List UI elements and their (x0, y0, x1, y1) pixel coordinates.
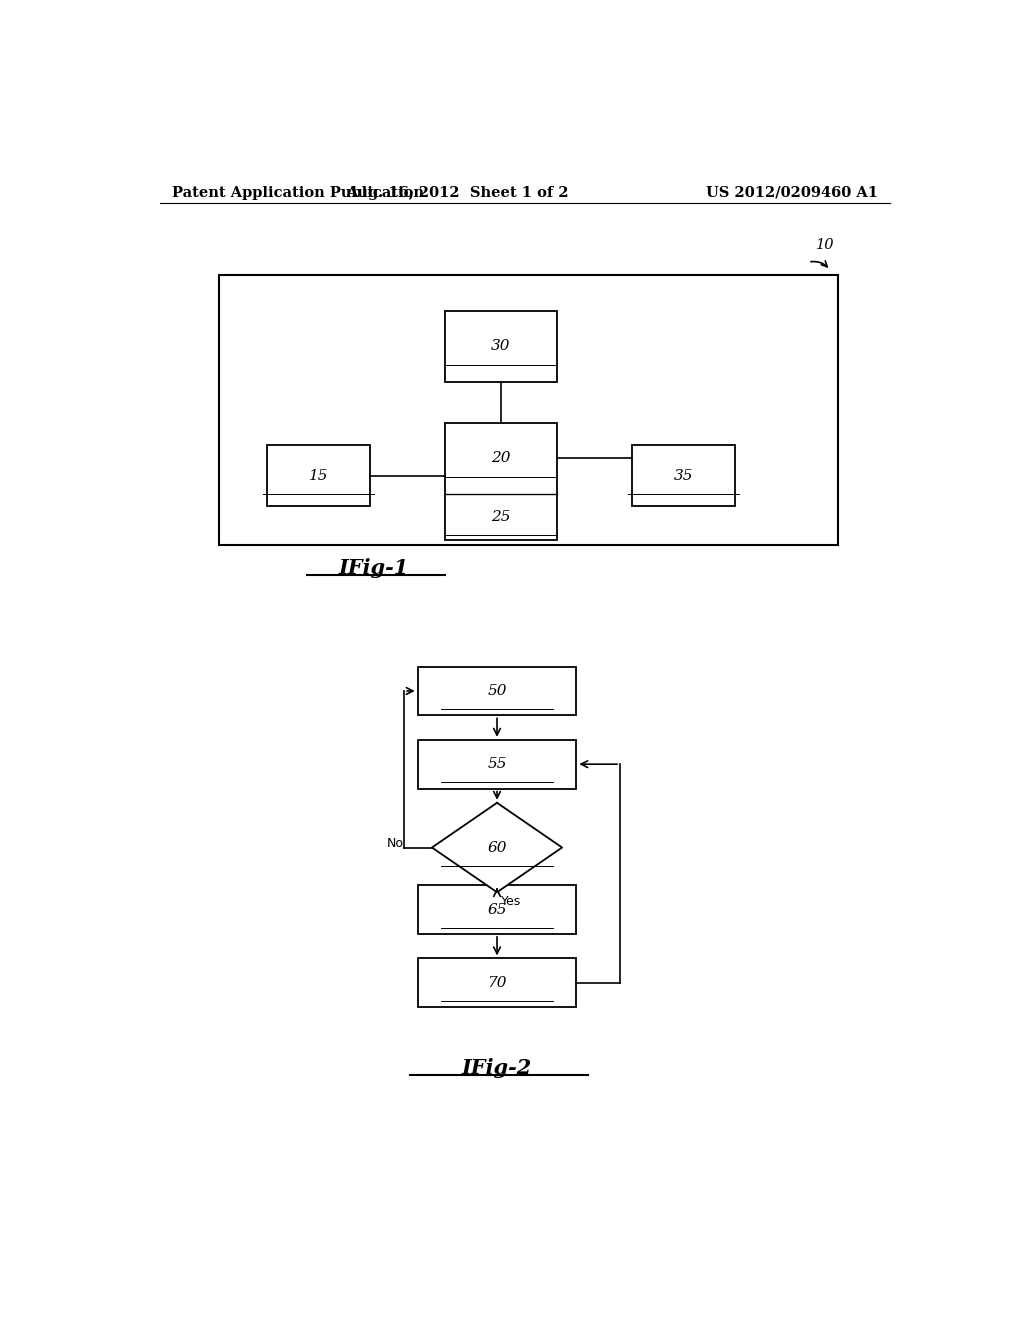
Text: 10: 10 (816, 238, 835, 252)
Text: 65: 65 (487, 903, 507, 916)
Bar (418, 739, 577, 788)
Text: Aug. 16, 2012  Sheet 1 of 2: Aug. 16, 2012 Sheet 1 of 2 (346, 186, 568, 199)
Bar (445, 422, 557, 540)
Bar (418, 958, 577, 1007)
Text: IFig-1: IFig-1 (339, 558, 410, 578)
Text: 25: 25 (492, 510, 511, 524)
Bar (418, 667, 577, 715)
Text: IFig-2: IFig-2 (462, 1059, 532, 1078)
Bar (219, 276, 839, 545)
Text: US 2012/0209460 A1: US 2012/0209460 A1 (706, 186, 878, 199)
Bar (267, 445, 370, 506)
Text: 35: 35 (674, 469, 693, 483)
Text: Yes: Yes (501, 895, 521, 908)
Bar (632, 445, 735, 506)
Text: 60: 60 (487, 841, 507, 854)
Text: 70: 70 (487, 975, 507, 990)
Text: 20: 20 (492, 451, 511, 465)
Text: 55: 55 (487, 758, 507, 771)
Text: Patent Application Publication: Patent Application Publication (172, 186, 424, 199)
Bar (445, 312, 557, 381)
Text: 50: 50 (487, 684, 507, 698)
Text: No: No (387, 837, 404, 850)
Bar (418, 886, 577, 935)
Polygon shape (432, 803, 562, 892)
Text: 15: 15 (308, 469, 329, 483)
Text: 30: 30 (492, 339, 511, 354)
